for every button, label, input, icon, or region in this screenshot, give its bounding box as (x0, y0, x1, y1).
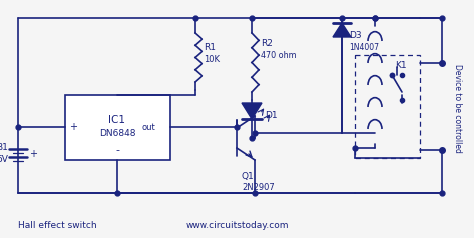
Text: Q1: Q1 (242, 172, 255, 180)
Bar (355, 55, 420, 158)
Polygon shape (242, 103, 262, 119)
Text: Hall effect switch: Hall effect switch (18, 220, 97, 229)
Text: out: out (142, 123, 156, 132)
Text: B1: B1 (0, 143, 8, 152)
Polygon shape (333, 23, 351, 37)
Text: K1: K1 (395, 60, 407, 69)
Bar (65, 95, 170, 160)
Text: R2: R2 (261, 39, 273, 48)
Text: +: + (29, 149, 37, 159)
Text: www.circuitstoday.com: www.circuitstoday.com (185, 220, 289, 229)
Text: 1N4007: 1N4007 (349, 44, 379, 53)
Text: R1: R1 (204, 44, 216, 53)
Text: IC1: IC1 (109, 115, 126, 125)
Text: 10K: 10K (204, 55, 220, 64)
Text: -: - (115, 145, 119, 155)
Text: D1: D1 (265, 111, 278, 120)
Text: +: + (69, 122, 77, 132)
Text: Device to be controlled: Device to be controlled (454, 64, 463, 152)
Text: 6V: 6V (0, 154, 8, 164)
Text: 470 ohm: 470 ohm (261, 50, 297, 60)
Text: 2N2907: 2N2907 (242, 183, 275, 192)
Text: D3: D3 (349, 31, 362, 40)
Text: DN6848: DN6848 (99, 129, 135, 139)
